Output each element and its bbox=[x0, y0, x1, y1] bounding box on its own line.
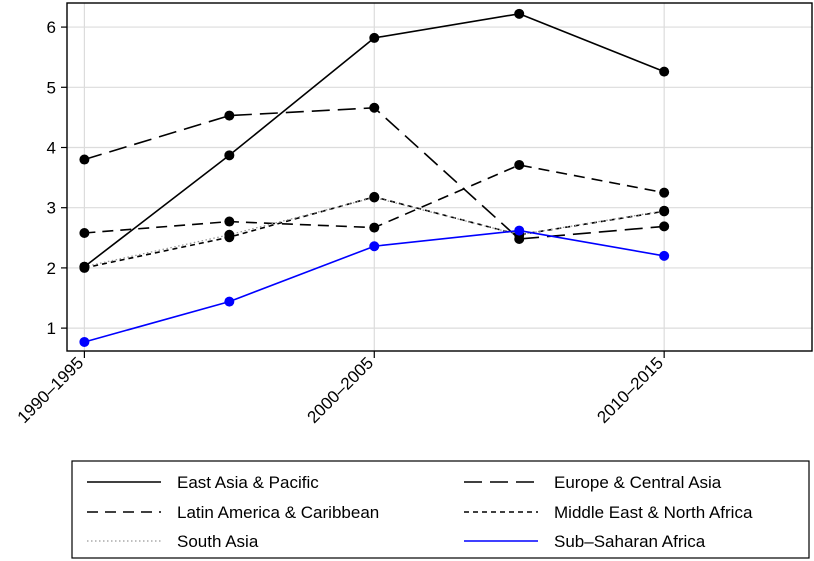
data-point bbox=[224, 110, 235, 121]
legend-box bbox=[71, 460, 810, 559]
series-markers bbox=[79, 8, 670, 347]
data-point bbox=[659, 205, 670, 216]
gridlines bbox=[67, 3, 812, 351]
legend-label: East Asia & Pacific bbox=[177, 473, 319, 492]
data-point bbox=[369, 241, 380, 252]
data-point bbox=[79, 261, 90, 272]
y-tick-label: 6 bbox=[47, 18, 56, 37]
data-point bbox=[659, 221, 670, 232]
data-point bbox=[369, 192, 380, 203]
legend-label: Middle East & North Africa bbox=[554, 503, 753, 522]
plot-area-frame bbox=[66, 2, 813, 352]
data-point bbox=[79, 154, 90, 165]
data-point bbox=[79, 227, 90, 238]
y-tick-label: 2 bbox=[47, 259, 56, 278]
data-point bbox=[659, 187, 670, 198]
legend-label: South Asia bbox=[177, 532, 259, 551]
data-point bbox=[514, 225, 525, 236]
data-point bbox=[369, 102, 380, 113]
x-tick-label: 1990–1995 bbox=[14, 353, 88, 427]
legend: East Asia & Pacific Europe & Central Asia… bbox=[87, 473, 753, 551]
legend-label: Latin America & Caribbean bbox=[177, 503, 379, 522]
data-point bbox=[224, 229, 235, 240]
data-point bbox=[224, 150, 235, 161]
data-point bbox=[224, 296, 235, 307]
y-tick-label: 3 bbox=[47, 199, 56, 218]
data-point bbox=[369, 32, 380, 43]
data-point bbox=[369, 222, 380, 233]
y-tick-label: 1 bbox=[47, 319, 56, 338]
data-point bbox=[514, 159, 525, 170]
x-tick-label: 2000–2005 bbox=[303, 353, 377, 427]
x-tick-label: 2010–2015 bbox=[593, 353, 667, 427]
data-point bbox=[514, 8, 525, 19]
data-point bbox=[224, 216, 235, 227]
legend-label: Sub–Saharan Africa bbox=[554, 532, 706, 551]
axes: 1 2 3 4 5 6 1990–1995 2000–2005 2010–2015 bbox=[14, 18, 667, 427]
y-tick-label: 4 bbox=[47, 138, 56, 157]
data-point bbox=[659, 66, 670, 77]
legend-label: Europe & Central Asia bbox=[554, 473, 722, 492]
data-point bbox=[659, 250, 670, 261]
data-point bbox=[79, 336, 90, 347]
series-line bbox=[84, 196, 665, 268]
y-tick-label: 5 bbox=[47, 78, 56, 97]
